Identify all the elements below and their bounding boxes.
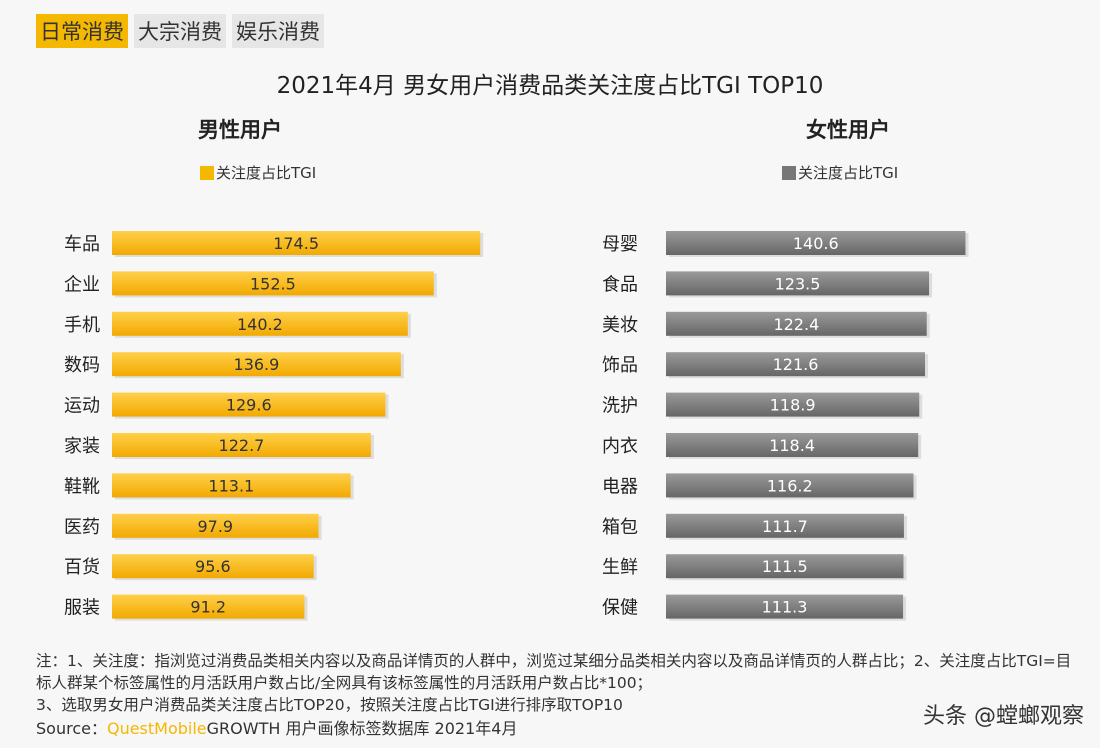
- bar: [666, 271, 930, 296]
- legend-label: 关注度占比TGI: [798, 164, 899, 182]
- category-label: 数码: [64, 355, 100, 376]
- category-label: 生鲜: [602, 557, 638, 578]
- bar: [666, 311, 927, 336]
- bar: [666, 231, 966, 255]
- female-subtitle: 女性用户: [806, 118, 890, 142]
- male-legend: 关注度占比TGI: [200, 162, 316, 183]
- category-label: 保健: [602, 598, 638, 619]
- value-label: 121.6: [773, 355, 819, 374]
- bar: [666, 473, 914, 498]
- legend-label: 关注度占比TGI: [216, 164, 317, 182]
- category-label: 医药: [64, 517, 100, 538]
- watermark: 头条 @螳螂观察: [923, 704, 1084, 729]
- bar: [112, 271, 434, 296]
- value-label: 118.4: [769, 436, 815, 455]
- value-label: 140.6: [793, 234, 839, 253]
- note-line: 注：1、关注度：指浏览过消费品类相关内容以及商品详情页的人群中，浏览过某细分品类…: [36, 652, 1072, 692]
- value-label: 118.9: [770, 396, 816, 415]
- category-label: 车品: [64, 234, 100, 255]
- value-label: 97.9: [197, 517, 233, 536]
- bar: [112, 594, 305, 619]
- value-label: 136.9: [234, 355, 280, 374]
- source: Source：QuestMobileGROWTH 用户画像标签数据库 2021年…: [36, 715, 517, 739]
- category-label: 电器: [602, 476, 638, 497]
- source-text: GROWTH 用户画像标签数据库 2021年4月: [206, 719, 518, 738]
- bar: [112, 311, 408, 336]
- category-tabs: 日常消费 大宗消费 娱乐消费: [36, 14, 324, 48]
- category-label: 美妆: [602, 315, 638, 336]
- category-label: 手机: [64, 315, 100, 336]
- category-label: 家装: [64, 436, 100, 457]
- value-label: 91.2: [190, 598, 226, 617]
- value-label: 111.5: [762, 557, 808, 576]
- male-subtitle: 男性用户: [198, 118, 282, 142]
- value-label: 111.3: [762, 598, 808, 617]
- value-label: 174.5: [273, 234, 319, 253]
- bar: [666, 554, 904, 579]
- bar: [112, 392, 386, 417]
- tab-bulk[interactable]: 大宗消费: [134, 14, 226, 48]
- bar: [666, 352, 926, 377]
- category-label: 运动: [64, 396, 100, 417]
- chart-title: 2021年4月 男女用户消费品类关注度占比TGI TOP10: [276, 73, 824, 99]
- value-label: 111.7: [762, 517, 808, 536]
- bar: [666, 433, 919, 457]
- bar: [112, 352, 401, 377]
- bar: [112, 473, 351, 498]
- bar: [666, 392, 920, 417]
- bar: [112, 554, 314, 579]
- category-label: 企业: [64, 274, 100, 295]
- value-label: 152.5: [250, 274, 296, 293]
- category-label: 母婴: [602, 234, 638, 255]
- category-label: 百货: [64, 557, 100, 578]
- value-label: 123.5: [775, 274, 821, 293]
- legend-swatch: [200, 165, 214, 180]
- source-brand: QuestMobile: [106, 719, 207, 738]
- category-label: 饰品: [602, 355, 638, 376]
- source-prefix: Source：: [36, 719, 107, 738]
- value-label: 113.1: [208, 476, 254, 495]
- tab-daily[interactable]: 日常消费: [36, 14, 128, 48]
- female-legend: 关注度占比TGI: [782, 162, 898, 183]
- bar: [112, 513, 319, 538]
- tab-entertainment[interactable]: 娱乐消费: [232, 14, 324, 48]
- bar: [666, 594, 904, 619]
- category-label: 服装: [64, 598, 100, 619]
- category-label: 箱包: [602, 517, 638, 538]
- category-label: 内衣: [602, 436, 638, 457]
- bar: [112, 231, 481, 255]
- bar: [666, 513, 904, 538]
- legend-swatch: [782, 165, 796, 180]
- footnote: 注：1、关注度：指浏览过消费品类相关内容以及商品详情页的人群中，浏览过某细分品类…: [36, 650, 1076, 716]
- bar: [112, 433, 371, 457]
- category-label: 食品: [602, 274, 638, 295]
- value-label: 116.2: [767, 476, 813, 495]
- value-label: 95.6: [195, 557, 231, 576]
- value-label: 129.6: [226, 396, 272, 415]
- note-line: 3、选取男女用户消费品类关注度占比TOP20，按照关注度占比TGI进行排序取TO…: [36, 696, 623, 714]
- category-label: 鞋靴: [64, 476, 100, 497]
- category-label: 洗护: [602, 396, 638, 417]
- value-label: 122.4: [773, 315, 819, 334]
- value-label: 122.7: [219, 436, 265, 455]
- value-label: 140.2: [237, 315, 283, 334]
